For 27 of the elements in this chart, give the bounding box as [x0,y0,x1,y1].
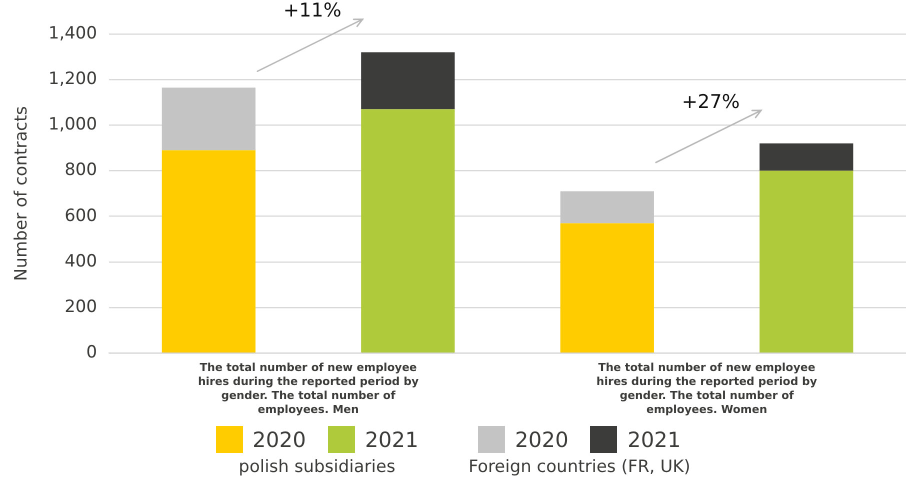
bar [361,52,455,110]
annotation: +27% [682,90,740,113]
bar [560,191,654,224]
y-tick-label: 1,400 [48,23,98,44]
legend-label: 2020 [515,428,568,452]
y-tick-label: 1,200 [48,69,98,90]
y-tick-label: 200 [64,296,98,317]
y-tick-label: 800 [64,160,98,180]
y-tick-label: 0 [86,342,98,363]
bar [162,88,256,150]
bar [760,170,854,352]
legend-label: 2021 [627,428,681,452]
y-axis-title: Number of contracts [12,106,32,282]
bar [560,223,654,352]
bar [361,109,455,352]
bar [760,143,854,171]
legend-label: 2021 [365,428,418,452]
text: +11% [283,0,342,22]
x-tick-label: The total number of new employee hires during the reported period by gender. The total number of employees. Men [198,360,419,416]
bar [162,150,256,352]
text: polish subsidiaries [238,457,396,477]
text: Foreign countries (FR, UK) [468,457,690,477]
x-tick-label: The total number of new employee hires during the reported period by gender. The total number of employees. Women [596,360,818,416]
y-tick-label: 400 [64,251,98,272]
y-tick-label: 1,000 [48,114,98,135]
legend-label: 2020 [252,428,306,452]
y-tick-label: 600 [64,206,98,226]
